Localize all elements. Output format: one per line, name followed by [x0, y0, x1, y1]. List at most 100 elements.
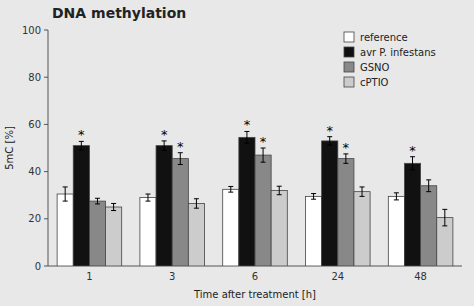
- annotation: *: [326, 123, 333, 138]
- legend-label: cPTIO: [360, 77, 389, 88]
- annotation: *: [161, 127, 168, 142]
- annotation: *: [177, 139, 184, 154]
- error-bar: [63, 187, 68, 201]
- error-line: [97, 198, 98, 204]
- error-bar: [426, 180, 431, 192]
- annotation: *: [343, 140, 350, 155]
- legend-label: GSNO: [360, 62, 390, 73]
- title: DNA methylation: [52, 5, 186, 21]
- x-tick-label: 48: [414, 271, 427, 282]
- error-line: [313, 194, 314, 200]
- error-line: [196, 199, 197, 208]
- plot-area: [57, 131, 453, 266]
- error-line: [279, 186, 280, 194]
- error-cap: [343, 163, 348, 164]
- series: [73, 131, 420, 266]
- error-cap: [228, 192, 233, 193]
- error-bar: [244, 131, 249, 143]
- error-cap: [261, 162, 266, 163]
- error-cap: [311, 199, 316, 200]
- error-cap: [79, 149, 84, 150]
- error-cap: [228, 186, 233, 187]
- error-line: [180, 153, 181, 165]
- error-bar: [442, 209, 447, 226]
- error-cap: [111, 203, 116, 204]
- y-tick: [44, 218, 48, 219]
- bar: [89, 201, 105, 266]
- y-tick-label: 40: [28, 166, 41, 177]
- error-bar: [95, 198, 100, 204]
- series: [106, 186, 453, 266]
- legend-swatch: [344, 47, 354, 57]
- y-tick-label: 20: [28, 213, 41, 224]
- y-tick: [44, 171, 48, 172]
- error-cap: [194, 208, 199, 209]
- bar: [306, 196, 322, 266]
- error-line: [263, 148, 264, 162]
- error-cap: [442, 225, 447, 226]
- legend-swatch: [344, 62, 354, 72]
- error-cap: [145, 194, 150, 195]
- bar: [156, 146, 172, 266]
- bar: [255, 155, 271, 266]
- legend-swatch: [344, 77, 354, 87]
- error-cap: [442, 209, 447, 210]
- bar: [106, 207, 122, 266]
- annotation: *: [78, 127, 85, 142]
- error-cap: [277, 194, 282, 195]
- bar: [140, 198, 156, 266]
- bar: [421, 186, 437, 266]
- error-line: [396, 193, 397, 200]
- y-tick-label: 80: [28, 72, 41, 83]
- background: [0, 0, 474, 306]
- error-cap: [394, 199, 399, 200]
- x-axis: 1362448: [48, 266, 462, 282]
- error-cap: [394, 192, 399, 193]
- error-cap: [95, 203, 100, 204]
- bar: [271, 190, 287, 266]
- y-axis-line: [48, 30, 49, 266]
- error-line: [65, 187, 66, 201]
- error-line: [246, 131, 247, 143]
- x-tick-label: 6: [252, 271, 258, 282]
- error-bar: [410, 157, 415, 170]
- error-bar: [343, 154, 348, 163]
- error-cap: [311, 193, 316, 194]
- bar: [404, 163, 420, 266]
- error-line: [329, 137, 330, 145]
- x-tick-label: 24: [331, 271, 344, 282]
- annotation: *: [409, 143, 416, 158]
- error-bar: [145, 194, 150, 201]
- error-line: [444, 209, 445, 226]
- error-cap: [63, 186, 68, 187]
- error-line: [113, 203, 114, 210]
- error-cap: [327, 145, 332, 146]
- bar: [172, 159, 188, 266]
- error-line: [345, 154, 346, 163]
- error-cap: [277, 186, 282, 187]
- error-bar: [194, 199, 199, 208]
- error-line: [81, 141, 82, 149]
- error-cap: [360, 186, 365, 187]
- bar: [73, 146, 89, 266]
- error-cap: [111, 210, 116, 211]
- error-cap: [162, 150, 167, 151]
- error-line: [412, 157, 413, 170]
- x-tick-label: 1: [86, 271, 92, 282]
- x-label: Time after treatment [h]: [193, 289, 316, 300]
- error-bar: [228, 186, 233, 192]
- error-cap: [178, 164, 183, 165]
- y-tick-label: 60: [28, 119, 41, 130]
- error-cap: [63, 201, 68, 202]
- legend-label: avr P. infestans: [360, 47, 436, 58]
- y-tick: [44, 30, 48, 31]
- series: [89, 148, 436, 266]
- y-tick: [44, 77, 48, 78]
- error-line: [230, 186, 231, 192]
- legend: referenceavr P. infestansGSNOcPTIO: [344, 32, 436, 88]
- y-tick: [44, 124, 48, 125]
- error-cap: [145, 201, 150, 202]
- error-bar: [277, 186, 282, 194]
- error-line: [428, 180, 429, 192]
- legend-swatch: [344, 32, 354, 42]
